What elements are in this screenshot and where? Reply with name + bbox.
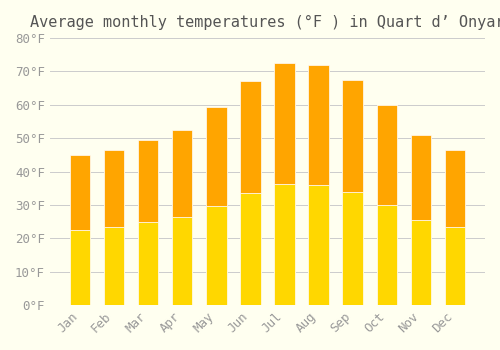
Bar [70, 230, 90, 305]
Bar [376, 205, 397, 305]
Bar [240, 82, 260, 305]
Bar [172, 130, 193, 305]
Bar [274, 184, 294, 305]
Bar [138, 140, 158, 223]
Bar [240, 82, 260, 193]
Bar [104, 228, 124, 305]
Bar [308, 65, 329, 305]
Bar [240, 193, 260, 305]
Bar [172, 130, 193, 217]
Bar [104, 150, 124, 305]
Bar [138, 223, 158, 305]
Bar [70, 155, 90, 305]
Bar [274, 63, 294, 305]
Bar [445, 150, 465, 305]
Bar [172, 217, 193, 305]
Bar [308, 185, 329, 305]
Bar [410, 135, 431, 305]
Bar [445, 150, 465, 228]
Bar [342, 80, 363, 192]
Bar [410, 220, 431, 305]
Bar [206, 206, 227, 305]
Bar [104, 150, 124, 228]
Bar [138, 140, 158, 305]
Bar [376, 105, 397, 305]
Bar [308, 65, 329, 185]
Bar [70, 155, 90, 230]
Bar [342, 193, 363, 305]
Bar [376, 105, 397, 205]
Bar [410, 135, 431, 220]
Title: Average monthly temperatures (°F ) in Quart d’ Onyar: Average monthly temperatures (°F ) in Qu… [30, 15, 500, 30]
Bar [274, 63, 294, 184]
Bar [342, 80, 363, 305]
Bar [206, 106, 227, 305]
Bar [206, 106, 227, 206]
Bar [445, 228, 465, 305]
